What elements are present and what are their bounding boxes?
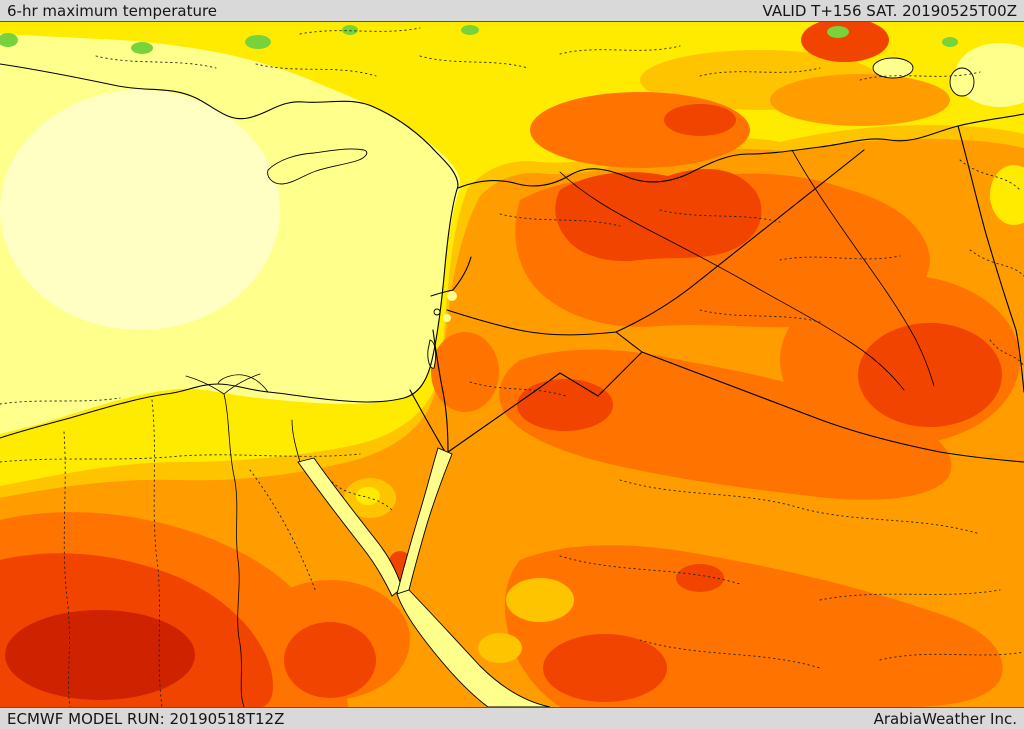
dotted-line xyxy=(299,27,421,35)
cool-dot-lebanon-coast xyxy=(447,291,457,301)
dotted-line xyxy=(95,55,217,69)
hotspot-dead-sea-east xyxy=(431,332,499,412)
nile-river xyxy=(223,393,245,707)
hotspot-jordan-west-iraq xyxy=(499,349,952,500)
model-run-label: ECMWF MODEL RUN: 20190518T12Z xyxy=(7,709,285,728)
dotted-line xyxy=(0,397,121,405)
dotted-line xyxy=(639,639,821,669)
border-lebanon xyxy=(430,256,472,297)
cool-spot-nw-saudi-2 xyxy=(478,633,522,663)
dotted-line xyxy=(559,555,741,585)
dotted-line xyxy=(859,71,981,81)
suez-canal xyxy=(291,419,301,463)
cool-spot-right-edge xyxy=(990,165,1024,225)
red-arm-east-anatolia xyxy=(664,104,736,136)
dotted-line xyxy=(819,589,1001,601)
green-speck xyxy=(827,26,849,38)
red-core-east-jordan xyxy=(517,379,613,431)
euphrates-river xyxy=(559,171,905,391)
dotted-line xyxy=(619,479,981,535)
country-borders xyxy=(409,113,1024,463)
dotted-line xyxy=(499,213,621,227)
dead-sea xyxy=(427,339,437,369)
cool-spot-nw-saudi xyxy=(506,578,574,622)
cool-spot-sinai-core xyxy=(356,487,380,505)
green-speck xyxy=(461,25,479,35)
footer-bar: ECMWF MODEL RUN: 20190518T12Z ArabiaWeat… xyxy=(0,707,1024,729)
dotted-line xyxy=(249,469,317,593)
dotted-line xyxy=(151,399,163,707)
dotted-line xyxy=(659,209,781,223)
dotted-line xyxy=(63,431,71,707)
dotted-line xyxy=(699,67,821,77)
border-syria-jordan xyxy=(446,309,617,336)
brand-label: ArabiaWeather Inc. xyxy=(873,709,1017,728)
sea-of-galilee xyxy=(433,308,441,316)
border-israel-egypt xyxy=(409,389,445,451)
red-core-north-syria xyxy=(555,169,762,262)
coolest-sea-core xyxy=(0,90,280,330)
dotted-line xyxy=(331,481,393,511)
dotted-line xyxy=(969,249,1024,277)
lake-urmia xyxy=(949,67,975,97)
page-title: 6-hr maximum temperature xyxy=(7,1,218,20)
lake-van xyxy=(872,57,914,79)
red-sea xyxy=(396,589,551,707)
rivers xyxy=(185,149,935,707)
valid-time-label: VALID T+156 SAT. 20190525T00Z xyxy=(762,1,1017,20)
nile-delta-coast xyxy=(217,374,269,393)
mediterranean-coastline xyxy=(0,63,459,439)
dotted-line xyxy=(419,55,529,69)
green-cool-specks xyxy=(0,25,958,54)
green-speck xyxy=(942,37,958,47)
dotted-line xyxy=(879,651,1024,661)
red-spot-egypt-coast xyxy=(284,622,376,698)
anatolia-orange-patch xyxy=(770,74,950,126)
temperature-map xyxy=(0,22,1024,707)
green-speck xyxy=(0,33,18,47)
border-iraq-saudi xyxy=(641,351,1024,463)
border-syria-iraq xyxy=(615,149,865,333)
red-core-east-iraq xyxy=(858,323,1002,427)
red-core-top-edge xyxy=(801,22,889,62)
dotted-line xyxy=(0,453,361,463)
cyprus-island xyxy=(267,148,368,185)
border-turkey-syria-iraq xyxy=(457,113,1024,189)
nile-delta-branches xyxy=(185,373,261,395)
tigris-river xyxy=(791,149,935,387)
red-core-saudi-coast xyxy=(543,634,667,702)
dotted-line xyxy=(559,45,681,55)
dotted-line xyxy=(469,381,567,397)
dotted-line xyxy=(989,339,1024,367)
green-speck xyxy=(245,35,271,49)
border-iraq-iran xyxy=(957,125,1024,393)
border-jordan-saudi xyxy=(447,331,643,453)
green-speck xyxy=(342,25,358,35)
cool-dot-coast-2 xyxy=(443,314,451,322)
red-spot-saudi xyxy=(676,564,724,592)
green-speck xyxy=(131,42,153,54)
dotted-line xyxy=(779,255,901,261)
dotted-admin-boundaries xyxy=(0,27,1024,707)
header-bar: 6-hr maximum temperature VALID T+156 SAT… xyxy=(0,0,1024,22)
dotted-line xyxy=(699,309,821,323)
border-jordan-valley xyxy=(432,329,449,453)
dark-red-core-south-egypt xyxy=(5,610,195,700)
dotted-line xyxy=(255,63,377,77)
dotted-line xyxy=(959,159,1021,191)
cool-spot-top-right xyxy=(955,43,1024,107)
